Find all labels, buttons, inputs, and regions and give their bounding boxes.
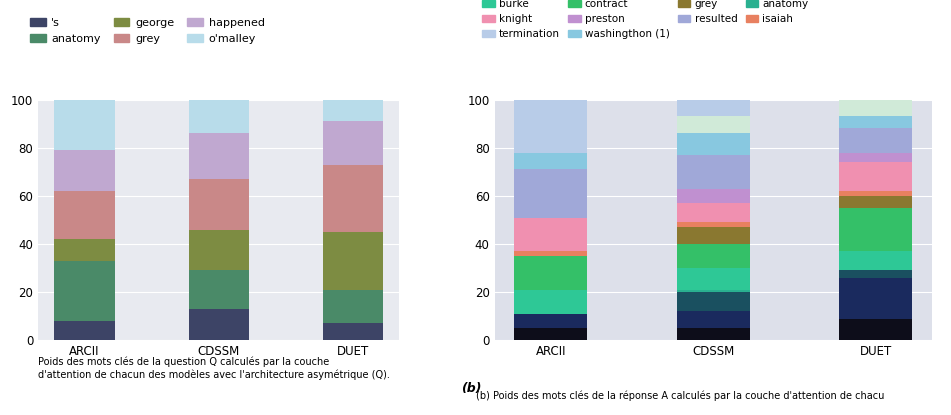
Bar — [677, 227, 749, 244]
Bar — [54, 321, 115, 340]
Bar — [54, 150, 115, 191]
Bar — [514, 256, 588, 290]
Bar — [54, 239, 115, 261]
Bar — [677, 117, 749, 133]
Bar — [514, 100, 588, 153]
Bar — [677, 328, 749, 340]
Bar — [514, 169, 588, 217]
Bar — [188, 229, 249, 271]
Bar — [188, 133, 249, 179]
Text: (b): (b) — [461, 382, 482, 395]
Bar — [839, 271, 912, 278]
Bar — [677, 244, 749, 268]
Bar — [322, 165, 383, 232]
Bar — [839, 117, 912, 129]
Bar — [322, 100, 383, 121]
Bar — [839, 100, 912, 117]
Bar — [322, 232, 383, 290]
Bar — [322, 323, 383, 340]
Bar — [677, 311, 749, 328]
Bar — [322, 121, 383, 165]
Bar — [188, 309, 249, 340]
Bar — [514, 153, 588, 169]
Bar — [839, 319, 912, 340]
Text: (b) Poids des mots clés de la réponse A calculés par la couche d'attention de ch: (b) Poids des mots clés de la réponse A … — [476, 390, 883, 400]
Bar — [839, 196, 912, 208]
Bar — [839, 191, 912, 196]
Bar — [677, 155, 749, 189]
Bar — [54, 261, 115, 321]
Bar — [677, 292, 749, 311]
Bar — [839, 251, 912, 271]
Bar — [677, 203, 749, 222]
Bar — [188, 179, 249, 229]
Bar — [322, 290, 383, 323]
Bar — [839, 278, 912, 319]
Bar — [54, 191, 115, 239]
Bar — [839, 162, 912, 191]
Bar — [839, 208, 912, 251]
Bar — [677, 268, 749, 290]
Bar — [677, 100, 749, 117]
Bar — [54, 100, 115, 150]
Bar — [677, 189, 749, 203]
Bar — [188, 271, 249, 309]
Bar — [514, 217, 588, 251]
Legend: 's (1), burke, knight, termination, 's (2), contract, preston, washingthon (1), : 's (1), burke, knight, termination, 's (… — [477, 0, 851, 44]
Bar — [514, 328, 588, 340]
Bar — [188, 100, 249, 133]
Bar — [677, 133, 749, 155]
Bar — [514, 290, 588, 314]
Bar — [839, 153, 912, 162]
Bar — [514, 251, 588, 256]
Legend: 's, anatomy, george, grey, happened, o'malley: 's, anatomy, george, grey, happened, o'm… — [26, 14, 269, 48]
Bar — [677, 290, 749, 292]
Bar — [839, 129, 912, 153]
Bar — [514, 314, 588, 328]
Bar — [677, 222, 749, 227]
Text: Poids des mots clés de la question Q calculés par la couche
d'attention de chacu: Poids des mots clés de la question Q cal… — [38, 357, 390, 380]
